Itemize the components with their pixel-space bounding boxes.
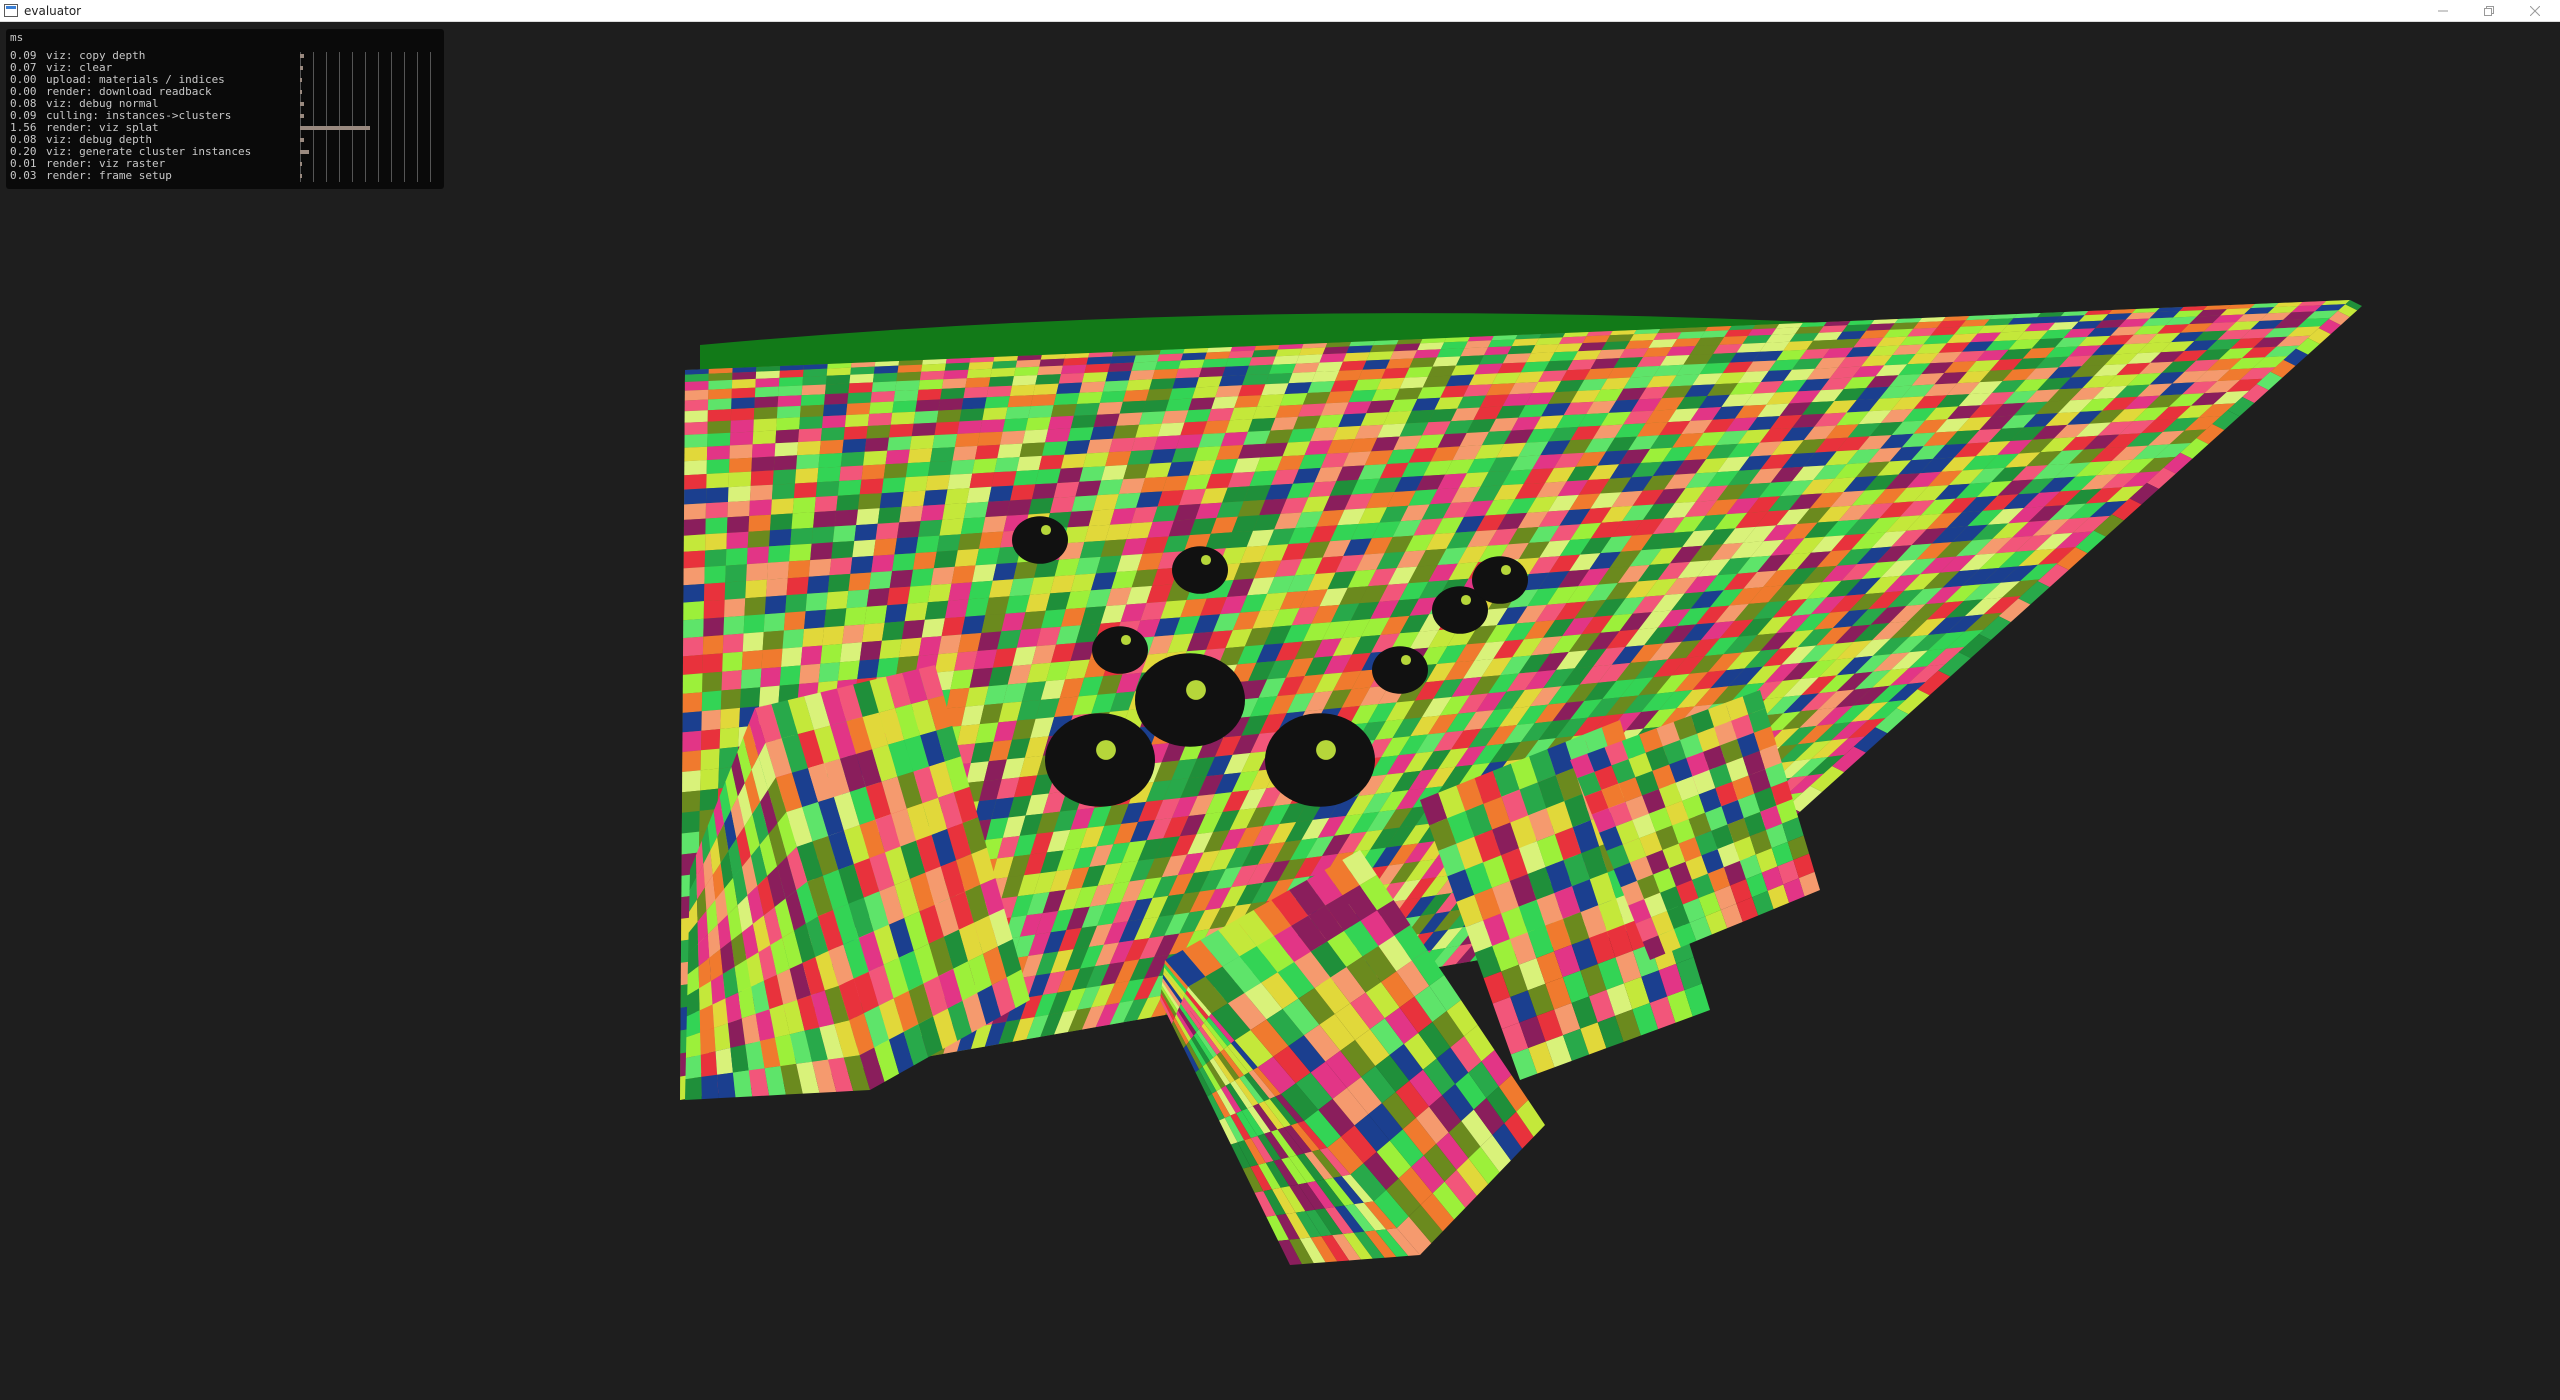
profiler-row: 0.09 viz: copy depth <box>10 50 440 62</box>
profiler-gridline <box>352 52 353 182</box>
scene-render <box>680 300 2362 1265</box>
profiler-row: 0.00 upload: materials / indices <box>10 74 440 86</box>
profiler-row-label: viz: debug depth <box>46 133 152 146</box>
profiler-row: 0.08 viz: debug normal <box>10 98 440 110</box>
profiler-row-bar <box>300 78 302 82</box>
profiler-row-value: 0.07 <box>10 61 37 74</box>
profiler-rows: 0.09 viz: copy depth 0.07 viz: clear 0.00 upl… <box>10 50 440 182</box>
minimize-icon <box>2438 6 2448 16</box>
profiler-row-bar <box>300 162 302 166</box>
profiler-row-value: 0.08 <box>10 97 37 110</box>
profiler-row-bar <box>300 150 309 154</box>
profiler-gridline <box>378 52 379 182</box>
window-titlebar: evaluator <box>0 0 2560 22</box>
render-viewport[interactable] <box>0 22 2560 1400</box>
profiler-row-value: 0.09 <box>10 49 37 62</box>
profiler-row-label: viz: clear <box>46 61 113 74</box>
profiler-row-bar <box>300 90 302 94</box>
app-window-icon <box>4 4 18 17</box>
profiler-row-bar <box>300 174 302 178</box>
profiler-gridline <box>391 52 392 182</box>
profiler-row-bar <box>300 66 304 70</box>
profiler-row-bar <box>300 114 305 118</box>
profiler-row: 0.08 viz: debug depth <box>10 134 440 146</box>
profiler-row-value: 0.03 <box>10 169 37 182</box>
profiler-row: 0.00 render: download readback <box>10 86 440 98</box>
profiler-row-label: upload: materials / indices <box>46 73 225 86</box>
profiler-row-value: 0.00 <box>10 85 37 98</box>
dark-hole <box>1172 546 1228 594</box>
profiler-unit-label: ms <box>10 31 24 44</box>
profiler-row-label: viz: copy depth <box>46 49 146 62</box>
profiler-row-bar <box>300 126 371 130</box>
profiler-row-bar <box>300 54 305 58</box>
profiler-row-label: render: viz raster <box>46 157 166 170</box>
profiler-row-value: 0.08 <box>10 133 37 146</box>
profiler-row-label: viz: generate cluster instances <box>46 145 252 158</box>
profiler-row-value: 0.09 <box>10 109 37 122</box>
profiler-row: 1.56 render: viz splat <box>10 122 440 134</box>
minimize-button[interactable] <box>2420 0 2466 21</box>
profiler-gridline <box>339 52 340 182</box>
profiler-row: 0.01 render: viz raster <box>10 158 440 170</box>
profiler-gridline <box>313 52 314 182</box>
window-title: evaluator <box>24 4 82 18</box>
profiler-row: 0.03 render: frame setup <box>10 170 440 182</box>
profiler-row-value: 1.56 <box>10 121 37 134</box>
profiler-row-bar <box>300 138 304 142</box>
profiler-row-label: render: download readback <box>46 85 212 98</box>
restore-icon <box>2484 5 2494 16</box>
dark-hole <box>1432 586 1488 634</box>
dark-hole <box>1092 626 1148 674</box>
profiler-row-value: 0.00 <box>10 73 37 86</box>
profiler-row-value: 0.01 <box>10 157 37 170</box>
foreground-cube-center <box>1160 850 1545 1265</box>
profiler-row-label: render: frame setup <box>46 169 172 182</box>
dark-hole <box>1045 713 1155 807</box>
dark-hole <box>1372 646 1428 694</box>
profiler-row-label: viz: debug normal <box>46 97 159 110</box>
profiler-row-label: culling: instances->clusters <box>46 109 232 122</box>
profiler-row: 0.07 viz: clear <box>10 62 440 74</box>
profiler-row: 0.09 culling: instances->clusters <box>10 110 440 122</box>
profiler-row-value: 0.20 <box>10 145 37 158</box>
foreground-cube-left <box>685 665 1030 1100</box>
gpu-profiler-panel: ms 0.09 viz: copy depth 0.07 viz: clear 0.00… <box>6 29 444 189</box>
restore-button[interactable] <box>2466 0 2512 21</box>
profiler-gridline <box>365 52 366 182</box>
profiler-row-label: render: viz splat <box>46 121 159 134</box>
dark-hole <box>1012 516 1068 564</box>
profiler-row-bar <box>300 102 304 106</box>
profiler-gridline <box>326 52 327 182</box>
dark-hole <box>1265 713 1375 807</box>
close-button[interactable] <box>2512 0 2558 21</box>
profiler-row: 0.20 viz: generate cluster instances <box>10 146 440 158</box>
profiler-gridline <box>417 52 418 182</box>
dark-hole <box>1472 556 1528 604</box>
close-icon <box>2530 5 2540 16</box>
profiler-gridline <box>430 52 431 182</box>
foreground-cube-far-right <box>1570 690 1820 960</box>
profiler-gridline <box>404 52 405 182</box>
dark-hole <box>1135 653 1245 747</box>
